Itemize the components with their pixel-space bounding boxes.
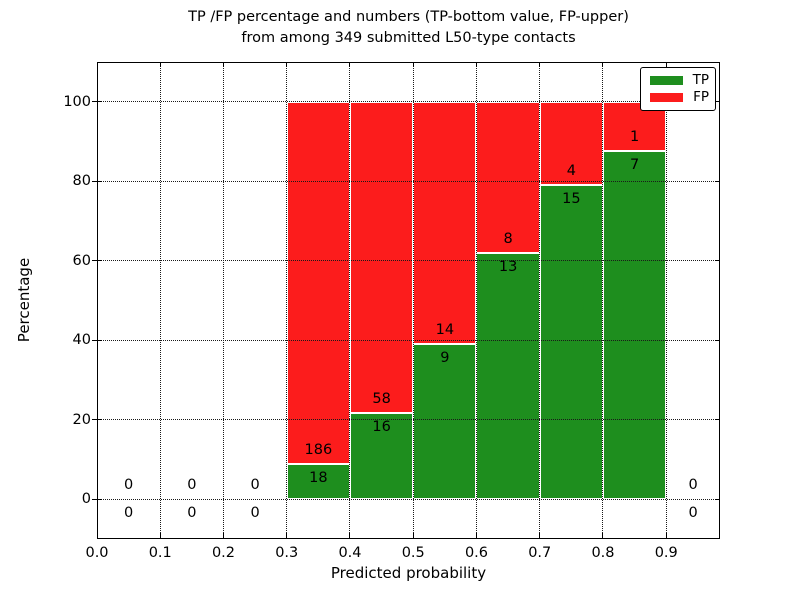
x-tick-label-0.3: 0.3 xyxy=(275,545,299,561)
fp-color-swatch-icon xyxy=(650,93,683,103)
y-axis-label: Percentage xyxy=(15,257,33,343)
x-tick-label-0.2: 0.2 xyxy=(211,545,236,561)
legend: TP FP xyxy=(640,67,716,111)
x-tick-label-0.4: 0.4 xyxy=(338,545,362,561)
chart-title-line2: from among 349 submitted L50-type contac… xyxy=(241,30,576,46)
x-tick-label-0.5: 0.5 xyxy=(401,545,425,561)
x-tick-label-0.1: 0.1 xyxy=(148,545,172,561)
y-tick-label-20: 20 xyxy=(72,411,91,428)
legend-label-fp: FP xyxy=(693,89,709,106)
y-tick-label-0: 0 xyxy=(81,491,91,508)
x-tick-label-0.0: 0.0 xyxy=(85,545,109,561)
y-tick-label-100: 100 xyxy=(63,93,91,110)
x-axis-label: Predicted probability xyxy=(330,564,487,582)
x-tick-label-0.6: 0.6 xyxy=(464,545,489,561)
chart-title: TP /FP percentage and numbers (TP-bottom… xyxy=(97,7,720,49)
x-tick-label-0.8: 0.8 xyxy=(591,545,615,561)
legend-entry-tp: TP xyxy=(650,71,709,88)
legend-entry-fp: FP xyxy=(650,90,709,105)
y-tick-label-60: 60 xyxy=(72,252,91,269)
x-tick-label-0.7: 0.7 xyxy=(528,545,552,561)
y-tick-label-80: 80 xyxy=(72,173,91,190)
legend-label-tp: TP xyxy=(692,71,709,88)
plot-area xyxy=(97,62,720,539)
chart-title-line1: TP /FP percentage and numbers (TP-bottom… xyxy=(188,9,629,25)
tp-color-swatch-icon xyxy=(650,75,683,85)
x-tick-label-0.9: 0.9 xyxy=(654,545,678,561)
y-tick-label-40: 40 xyxy=(72,332,91,349)
